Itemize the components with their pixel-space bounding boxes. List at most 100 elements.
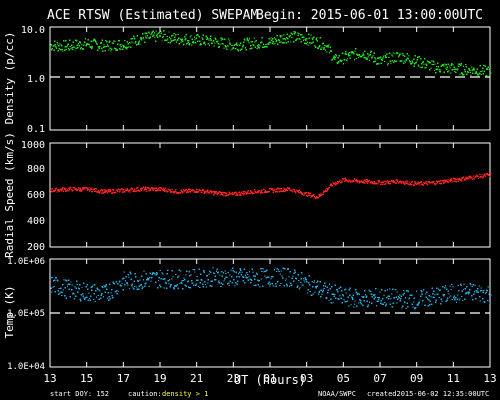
speed-point [93, 188, 95, 191]
temp-point [330, 302, 332, 304]
speed-point [192, 189, 194, 191]
density-point [474, 72, 477, 74]
density-point [346, 59, 348, 61]
temp-point [246, 277, 248, 279]
temp-point [343, 299, 345, 301]
speed-point [483, 174, 485, 176]
x-axis-labels: 13 15 17 19 21 23 01 03 05 07 09 11 13 [43, 372, 496, 385]
temp-point [388, 297, 390, 300]
speed-point [462, 177, 464, 180]
density-point [404, 55, 406, 58]
temp-point [239, 271, 241, 273]
temp-point [377, 296, 379, 299]
density-point [369, 54, 371, 56]
temp-point [454, 299, 456, 301]
speed-point [156, 189, 159, 192]
speed-point [234, 192, 236, 194]
plot-title: ACE RTSW (Estimated) SWEPAM [47, 8, 258, 23]
speed-point [167, 190, 169, 193]
density-point [118, 40, 120, 42]
density-point [425, 66, 427, 69]
speed-point [112, 191, 114, 193]
density-point [102, 50, 104, 52]
speed-point [67, 187, 69, 190]
temp-point [425, 293, 427, 295]
temp-point [399, 300, 401, 302]
speed-point [222, 194, 224, 196]
temp-point [397, 298, 399, 300]
density-point [363, 54, 365, 56]
temp-point [411, 303, 414, 305]
density-point [178, 37, 180, 39]
temp-point [81, 286, 83, 289]
speed-point [298, 189, 301, 192]
speed-point [308, 194, 310, 197]
temp-point [98, 298, 101, 301]
temp-point [85, 286, 87, 288]
speed-point [138, 189, 141, 192]
temp-point [157, 279, 160, 282]
temp-point [320, 296, 322, 298]
density-point [265, 43, 267, 46]
temp-point [354, 300, 356, 302]
temp-point [444, 285, 447, 287]
speed-point [378, 180, 381, 182]
temp-point [163, 278, 165, 281]
temp-point [373, 297, 375, 300]
density-point [168, 36, 171, 38]
density-point [76, 44, 79, 46]
density-point [463, 74, 465, 76]
temp-point [235, 271, 237, 273]
temp-point [320, 289, 323, 292]
speed-point [361, 181, 363, 183]
speed-point [62, 187, 64, 189]
speed-point [106, 189, 108, 192]
speed-point [106, 191, 109, 194]
speed-point [193, 190, 195, 192]
temp-point [223, 280, 225, 282]
temp-point [255, 284, 257, 287]
speed-point [65, 190, 67, 192]
density-point [370, 50, 372, 52]
density-point [131, 37, 134, 40]
density-point [211, 42, 214, 45]
density-point [333, 55, 335, 57]
temp-point [358, 293, 360, 295]
density-point [428, 62, 430, 64]
density-point [163, 33, 165, 36]
density-point [134, 42, 136, 44]
density-point [192, 40, 194, 43]
speed-point [316, 195, 318, 198]
begin-time: Begin: 2015-06-01 13:00:00UTC [256, 8, 483, 23]
density-point [461, 72, 463, 74]
speed-point [195, 191, 197, 193]
temp-point [356, 293, 359, 295]
temp-point [361, 304, 364, 307]
speed-point [284, 188, 286, 190]
speed-point [234, 191, 237, 193]
speed-point [95, 188, 98, 190]
temp-point [447, 297, 449, 299]
speed-point [419, 184, 421, 186]
temp-point [329, 288, 331, 290]
temp-point [303, 279, 305, 281]
x-tick-label: 23 [227, 372, 240, 385]
density-point [395, 60, 397, 62]
speed-point [55, 187, 58, 189]
density-point [419, 66, 421, 68]
speed-point [273, 188, 276, 190]
density-point [151, 31, 153, 33]
speed-point [390, 179, 393, 182]
speed-point [208, 193, 210, 195]
density-point [141, 39, 143, 41]
density-point [87, 39, 90, 41]
temp-point [298, 279, 300, 282]
temp-point [160, 277, 163, 280]
density-point [241, 45, 244, 48]
temp-point [140, 283, 142, 286]
temp-point [84, 298, 86, 301]
speed-point [111, 192, 113, 194]
temp-point [385, 304, 387, 307]
speed-point [118, 189, 120, 191]
temp-point [455, 296, 457, 299]
